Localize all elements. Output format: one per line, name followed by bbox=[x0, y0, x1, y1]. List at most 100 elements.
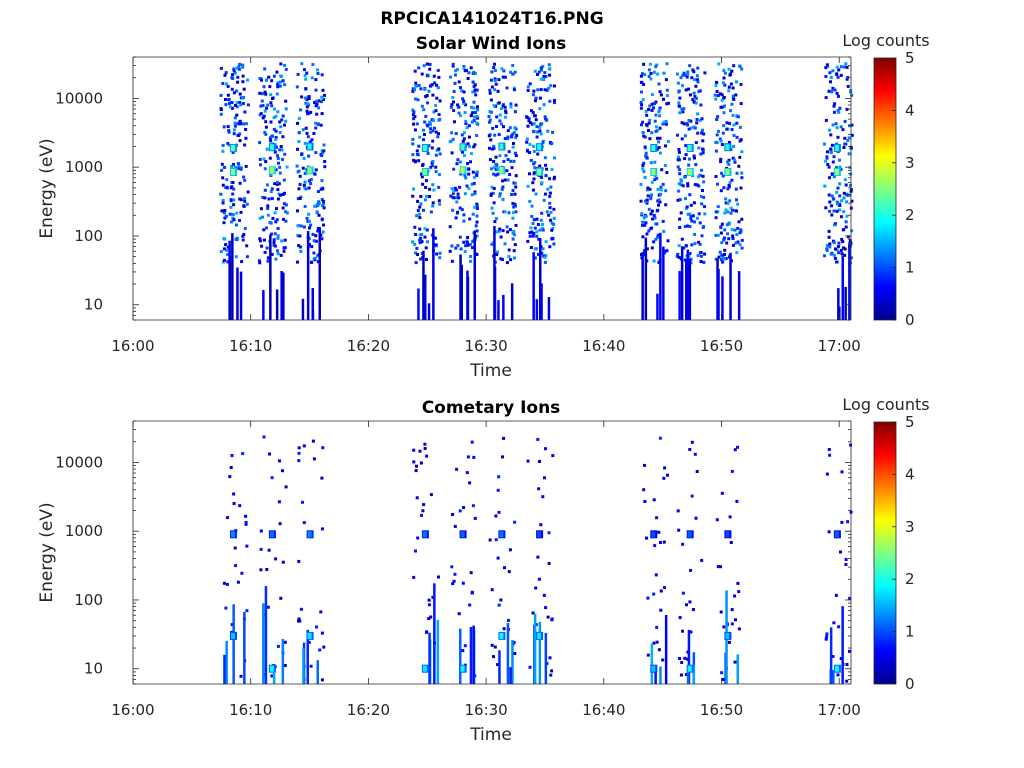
heatmap-cell bbox=[648, 137, 652, 141]
heatmap-peak bbox=[537, 144, 542, 151]
heatmap-cell bbox=[458, 206, 462, 210]
x-tick-label: 16:40 bbox=[582, 337, 625, 355]
heatmap-cell bbox=[676, 198, 680, 202]
heatmap-cell bbox=[438, 202, 442, 206]
heatmap-cell bbox=[836, 673, 840, 677]
heatmap-cell bbox=[242, 122, 245, 126]
heatmap-cell bbox=[525, 137, 529, 141]
heatmap-cell bbox=[716, 233, 720, 237]
heatmap-cell bbox=[488, 146, 491, 150]
heatmap-cell bbox=[703, 252, 707, 256]
heatmap-cell bbox=[303, 68, 306, 72]
heatmap-cell bbox=[299, 249, 303, 253]
heatmap-peak bbox=[460, 531, 465, 538]
heatmap-cell bbox=[282, 178, 286, 182]
heatmap-cell bbox=[454, 69, 458, 73]
heatmap-cell bbox=[434, 243, 438, 247]
heatmap-cell bbox=[269, 101, 273, 105]
heatmap-cell bbox=[507, 211, 511, 215]
heatmap-cell bbox=[225, 582, 229, 586]
heatmap-cell bbox=[539, 66, 543, 70]
heatmap-cell bbox=[661, 182, 665, 186]
heatmap-cell bbox=[553, 84, 556, 88]
heatmap-cell bbox=[692, 100, 696, 104]
heatmap-cell bbox=[531, 611, 535, 615]
heatmap-cell bbox=[838, 182, 842, 186]
heatmap-cell bbox=[425, 194, 428, 198]
heatmap-cell bbox=[232, 128, 236, 132]
heatmap-cell bbox=[493, 62, 496, 66]
heatmap-cell bbox=[272, 240, 276, 244]
heatmap-cell bbox=[497, 229, 501, 233]
heatmap-streak bbox=[511, 640, 514, 684]
colorbar-tick-label: 2 bbox=[905, 206, 915, 224]
heatmap-cell bbox=[677, 182, 681, 186]
heatmap-cell bbox=[323, 160, 327, 163]
heatmap-cell bbox=[663, 249, 667, 253]
heatmap-cell bbox=[693, 95, 697, 99]
heatmap-cell bbox=[696, 112, 700, 116]
heatmap-cell bbox=[550, 141, 554, 145]
heatmap-cell bbox=[727, 85, 731, 89]
heatmap-cell bbox=[487, 115, 491, 118]
heatmap-cell bbox=[514, 223, 518, 227]
heatmap-cell bbox=[496, 89, 500, 93]
heatmap-cell bbox=[323, 93, 326, 97]
heatmap-cell bbox=[492, 201, 496, 205]
heatmap-cell bbox=[431, 129, 435, 133]
heatmap-cell bbox=[649, 195, 653, 199]
heatmap-cell bbox=[540, 176, 543, 179]
heatmap-cell bbox=[301, 166, 305, 170]
heatmap-cell bbox=[694, 101, 698, 105]
heatmap-cell bbox=[456, 103, 460, 107]
heatmap-cell bbox=[738, 243, 742, 247]
heatmap-cell bbox=[420, 513, 423, 517]
heatmap-cell bbox=[665, 62, 669, 66]
heatmap-cell bbox=[232, 203, 236, 207]
heatmap-cell bbox=[644, 109, 648, 113]
heatmap-cell bbox=[307, 186, 311, 190]
heatmap-cell bbox=[300, 95, 304, 99]
heatmap-cell bbox=[456, 244, 460, 248]
heatmap-cell bbox=[728, 222, 731, 226]
heatmap-cell bbox=[278, 522, 282, 526]
heatmap-cell bbox=[243, 178, 247, 182]
heatmap-cell bbox=[261, 215, 264, 219]
heatmap-cell bbox=[453, 186, 457, 190]
heatmap-cell bbox=[545, 118, 549, 122]
heatmap-cell bbox=[703, 205, 706, 209]
heatmap-cell bbox=[688, 448, 692, 451]
heatmap-cell bbox=[298, 234, 302, 238]
heatmap-cell bbox=[458, 185, 462, 189]
heatmap-cell bbox=[690, 243, 694, 247]
heatmap-cell bbox=[223, 237, 227, 241]
heatmap-cell bbox=[258, 141, 262, 145]
heatmap-cell bbox=[457, 612, 461, 616]
heatmap-cell bbox=[261, 116, 265, 120]
heatmap-cell bbox=[656, 147, 659, 151]
heatmap-cell bbox=[682, 122, 686, 126]
heatmap-cell bbox=[679, 211, 683, 215]
heatmap-cell bbox=[662, 476, 666, 480]
heatmap-cell bbox=[476, 105, 479, 109]
heatmap-cell bbox=[244, 136, 248, 140]
heatmap-streak bbox=[427, 303, 431, 320]
heatmap-cell bbox=[419, 195, 423, 198]
heatmap-cell bbox=[302, 183, 306, 187]
heatmap-cell bbox=[420, 240, 424, 244]
panel-solar-wind: 16:00 16:10 16:20 16:30 16:40 16:50 17:0010100… bbox=[37, 31, 930, 381]
heatmap-cell bbox=[434, 103, 438, 107]
heatmap-cell bbox=[469, 113, 473, 117]
heatmap-cell bbox=[321, 88, 325, 92]
heatmap-cell bbox=[663, 466, 667, 470]
heatmap-streak bbox=[232, 604, 235, 684]
heatmap-cell bbox=[266, 183, 269, 187]
heatmap-cell bbox=[839, 550, 842, 554]
heatmap-cell bbox=[476, 116, 480, 120]
heatmap-cell bbox=[543, 156, 547, 160]
heatmap-cell bbox=[684, 144, 688, 148]
heatmap-cell bbox=[549, 84, 553, 88]
heatmap-cell bbox=[836, 202, 840, 206]
heatmap-cell bbox=[224, 71, 228, 75]
heatmap-cell bbox=[845, 77, 849, 81]
